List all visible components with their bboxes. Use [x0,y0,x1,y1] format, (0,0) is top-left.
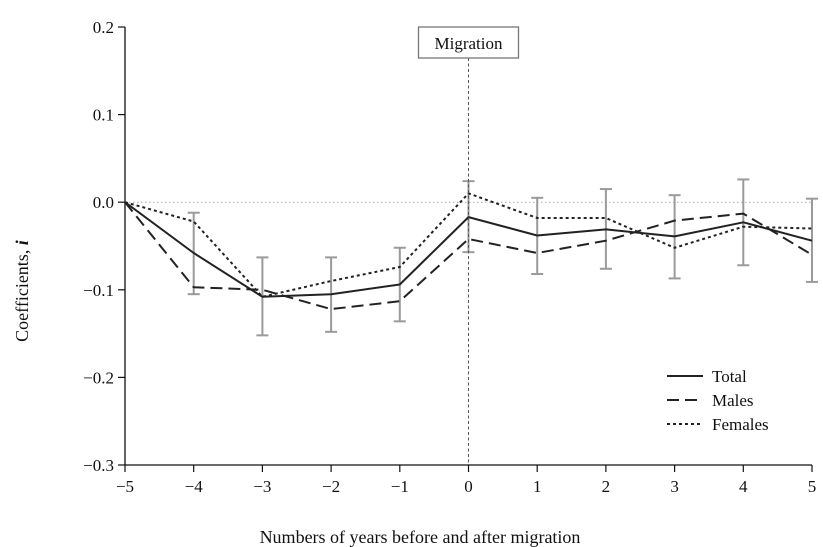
y-tick-label: −0.2 [83,368,114,387]
y-axis-title-symbol: i [12,240,32,245]
y-tick-label: 0.0 [93,193,114,212]
y-tick-label: −0.3 [83,456,114,475]
legend-label-total: Total [712,367,747,386]
x-tick-label: 4 [739,477,748,496]
x-tick-label: 5 [808,477,817,496]
series-line-total [124,201,813,298]
x-tick-label: 0 [464,477,473,496]
x-tick-label: 1 [533,477,542,496]
x-tick-label: −1 [391,477,409,496]
y-tick-label: 0.2 [93,18,114,37]
y-tick-label: 0.1 [93,106,114,125]
series-line-males [124,201,813,311]
x-tick-label: −5 [116,477,134,496]
axes [118,26,813,472]
x-tick-label: −3 [253,477,271,496]
migration-label: Migration [435,34,503,53]
x-tick-label: −2 [322,477,340,496]
x-tick-label: −4 [185,477,204,496]
y-axis-title-text: Coefficients, [12,245,32,342]
migration-label-box [417,26,520,59]
series-lines [124,192,813,311]
tick-labels: 0.2 0.1 0.0 −0.1 −0.2 −0.3−5 −4 −3 −2 −1 0 1 2 3 4 5 [83,18,816,496]
x-tick-label: 3 [670,477,679,496]
x-tick-label: 2 [602,477,611,496]
y-axis-title: Coefficients, i [12,240,32,342]
legend-label-females: Females [712,415,769,434]
series-line-females [124,192,813,298]
legend: Total Males Females [667,367,769,434]
migration-annotation: Migration [417,26,520,465]
y-tick-label: −0.1 [83,281,114,300]
legend-label-males: Males [712,391,754,410]
x-axis-title: Numbers of years before and after migrat… [260,527,581,547]
error-bars [187,178,818,337]
